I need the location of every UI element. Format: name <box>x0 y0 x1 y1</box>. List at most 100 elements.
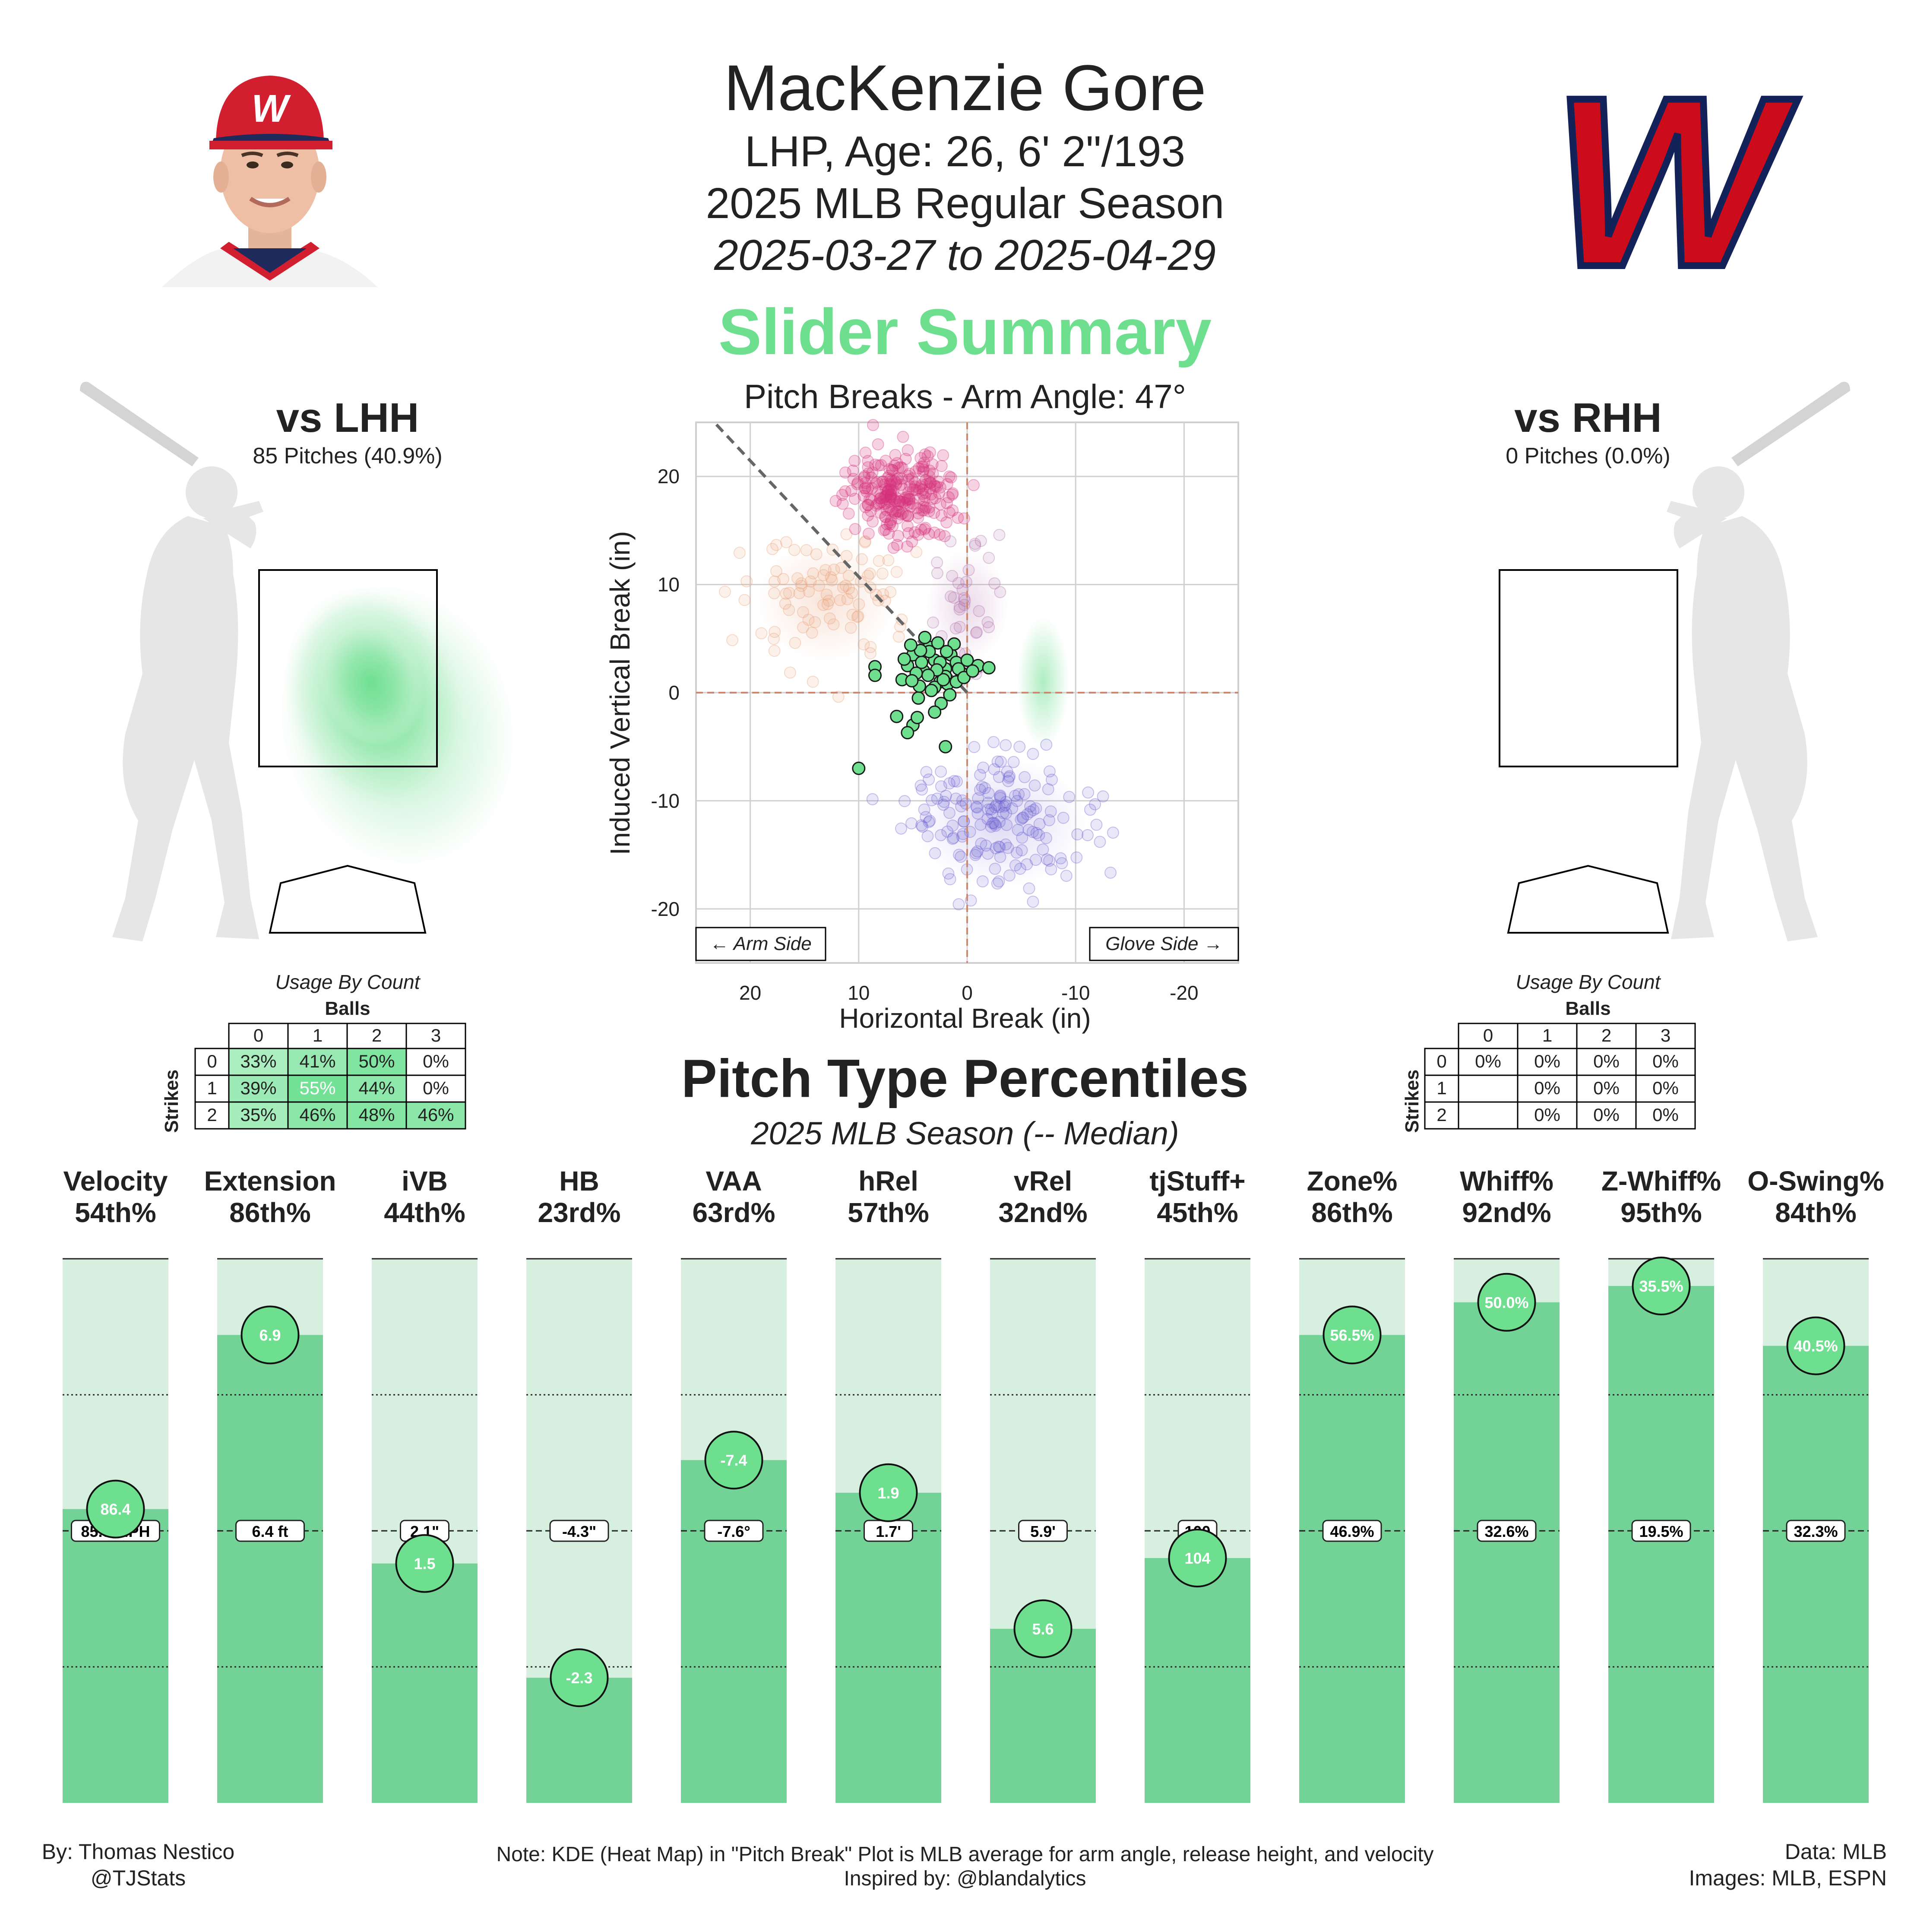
background-pitch-point <box>884 491 897 504</box>
background-pitch-point <box>1021 858 1033 871</box>
background-pitch-point <box>918 803 930 816</box>
median-value: 46.9% <box>1330 1523 1374 1540</box>
background-pitch-point <box>909 484 921 496</box>
background-pitch-point <box>894 495 906 507</box>
background-pitch-point <box>768 645 781 657</box>
col-header-cell <box>1635 1023 1696 1049</box>
median-badge <box>704 1520 764 1542</box>
background-pitch-point <box>892 505 904 517</box>
background-pitch-point <box>837 581 849 594</box>
background-pitch-point <box>1026 826 1039 838</box>
background-pitch-point <box>866 466 879 479</box>
background-pitch-point <box>882 485 894 497</box>
background-pitch-point <box>906 535 918 548</box>
usage-value: 0% <box>1652 1051 1679 1071</box>
header: MacKenzie Gore LHP, Age: 26, 6' 2"/193 2… <box>706 51 1224 368</box>
background-pitch-point <box>995 755 1007 768</box>
background-pitch-point <box>738 594 751 606</box>
background-pitch-point <box>1042 783 1054 795</box>
background-pitch-point <box>1003 869 1016 882</box>
background-pitch-point <box>919 448 931 461</box>
player-headshot: W <box>162 76 378 289</box>
usage-value: 39% <box>240 1078 276 1098</box>
player-value: 56.5% <box>1330 1326 1374 1344</box>
background-pitch-point <box>881 486 894 498</box>
slider-point <box>901 726 914 740</box>
background-pitch-point <box>1071 828 1084 841</box>
metric-label: Zone% <box>1307 1166 1398 1197</box>
player-value: -7.4 <box>720 1451 747 1469</box>
background-pitch-point <box>929 480 941 493</box>
background-pitch-point <box>857 490 870 502</box>
background-pitch-point <box>1045 863 1057 876</box>
background-pitch-point <box>914 452 927 464</box>
background-pitch-point <box>924 464 936 477</box>
breaks-y-label: Induced Vertical Break (in) <box>604 531 636 855</box>
background-pitch-point <box>883 463 896 475</box>
background-pitch-point <box>872 459 885 472</box>
background-pitch-point <box>999 799 1012 811</box>
background-pitch-point <box>944 590 957 603</box>
background-pitch-point <box>1013 741 1026 753</box>
percentile-label: 86th% <box>1311 1197 1393 1228</box>
background-pitch-point <box>910 546 923 558</box>
background-pitch-point <box>895 822 908 835</box>
background-pitch-point <box>894 495 906 508</box>
background-pitch-point <box>902 473 914 486</box>
percentiles-title: Pitch Type Percentiles <box>681 1049 1249 1109</box>
background-pitch-point <box>1027 747 1039 760</box>
background-pitch-point <box>956 583 969 595</box>
usage-cell <box>1635 1101 1696 1130</box>
background-pitch-point <box>865 494 877 506</box>
background-pitch-point <box>912 507 924 519</box>
background-pitch-point <box>897 431 909 443</box>
percentile-label: 63rd% <box>692 1197 775 1228</box>
background-pitch-point <box>998 800 1010 813</box>
slider-point <box>911 691 925 705</box>
background-pitch-point <box>851 478 864 491</box>
background-pitch-point <box>885 492 897 505</box>
background-pitch-point <box>1007 756 1020 768</box>
metric-label: iVB <box>402 1166 448 1197</box>
background-pitch-point <box>880 497 892 509</box>
background-pitch-point <box>906 497 919 510</box>
background-pitch-point <box>889 495 902 507</box>
background-pitch-point <box>986 807 998 820</box>
ball-count-label: 1 <box>1542 1025 1552 1045</box>
background-pitch-point <box>1028 779 1041 792</box>
background-pitch-point <box>1041 853 1054 866</box>
ball-count-label: 0 <box>1483 1025 1493 1045</box>
background-pitch-point <box>1081 829 1094 841</box>
player-value-marker <box>1477 1273 1536 1332</box>
background-pitch-point <box>859 482 872 494</box>
background-pitch-point <box>933 487 946 499</box>
background-pitch-point <box>905 500 917 513</box>
usage-cell <box>1458 1048 1519 1076</box>
background-pitch-point <box>889 475 901 488</box>
background-pitch-point <box>916 504 929 517</box>
background-pitch-point <box>872 485 884 498</box>
background-pitch-point <box>994 851 1006 863</box>
lhh-usage-title: Usage By Count <box>275 971 421 993</box>
usage-value: 50% <box>358 1051 395 1071</box>
background-pitch-point <box>956 794 968 807</box>
background-pitch-point <box>926 458 939 471</box>
background-pitch-point <box>869 459 882 471</box>
player-value: 1.9 <box>877 1484 899 1502</box>
slider-point <box>928 705 942 719</box>
usage-value: 48% <box>358 1105 395 1125</box>
background-pitch-point <box>864 505 877 517</box>
background-pitch-point <box>973 605 985 618</box>
background-pitch-point <box>991 877 1003 890</box>
background-pitch-point <box>884 490 897 503</box>
background-pitch-point <box>883 501 895 513</box>
background-pitch-point <box>840 550 853 562</box>
slider-point <box>852 761 866 775</box>
slider-point <box>897 652 911 666</box>
background-pitch-point <box>970 627 982 639</box>
background-pitch-point <box>839 580 852 592</box>
median-badge <box>235 1520 305 1542</box>
background-pitch-point <box>896 483 909 495</box>
